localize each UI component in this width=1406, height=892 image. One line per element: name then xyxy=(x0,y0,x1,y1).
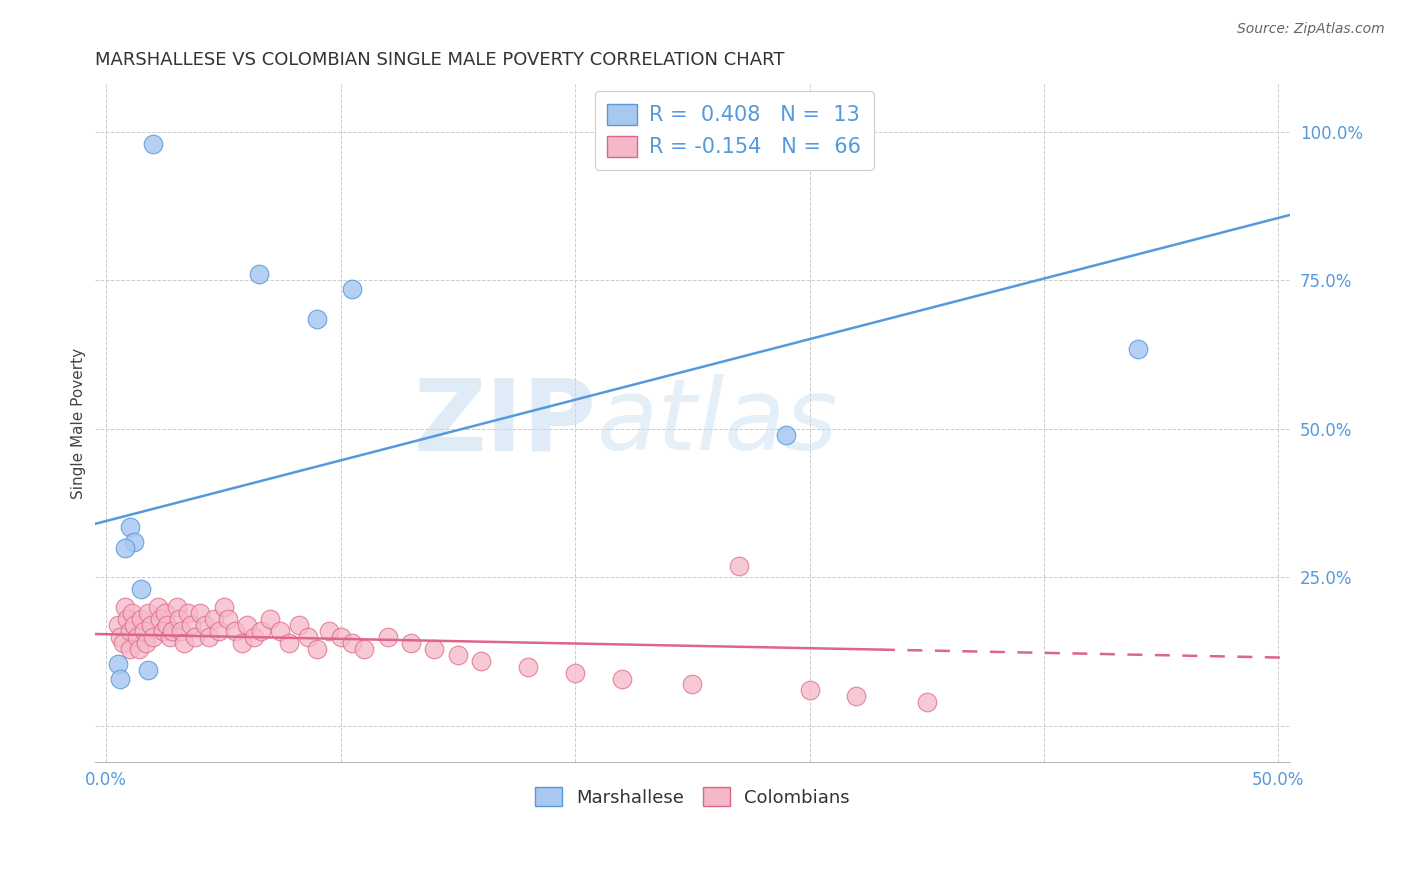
Point xyxy=(377,630,399,644)
Point xyxy=(110,672,132,686)
Point xyxy=(146,600,169,615)
Point xyxy=(564,665,586,680)
Legend: Marshallese, Colombians: Marshallese, Colombians xyxy=(527,780,856,814)
Point xyxy=(110,630,132,644)
Point xyxy=(132,624,155,638)
Point xyxy=(318,624,340,638)
Point xyxy=(610,672,633,686)
Point xyxy=(117,612,139,626)
Point xyxy=(278,636,301,650)
Point xyxy=(177,606,200,620)
Point xyxy=(167,612,190,626)
Point xyxy=(236,618,259,632)
Point xyxy=(775,427,797,442)
Point xyxy=(124,618,146,632)
Point xyxy=(156,618,179,632)
Point xyxy=(170,624,193,638)
Point xyxy=(107,657,129,671)
Point xyxy=(297,630,319,644)
Point xyxy=(152,624,174,638)
Point xyxy=(845,690,868,704)
Point xyxy=(231,636,253,650)
Point xyxy=(160,624,183,638)
Point xyxy=(118,624,141,638)
Point xyxy=(118,520,141,534)
Point xyxy=(307,641,329,656)
Text: MARSHALLESE VS COLOMBIAN SINGLE MALE POVERTY CORRELATION CHART: MARSHALLESE VS COLOMBIAN SINGLE MALE POV… xyxy=(94,51,785,69)
Point xyxy=(125,630,148,644)
Point xyxy=(149,612,172,626)
Point xyxy=(180,618,202,632)
Point xyxy=(111,636,134,650)
Point xyxy=(250,624,273,638)
Point xyxy=(470,654,492,668)
Point xyxy=(1126,342,1149,356)
Point xyxy=(188,606,211,620)
Point xyxy=(728,558,751,573)
Point xyxy=(118,641,141,656)
Point xyxy=(243,630,266,644)
Point xyxy=(247,268,270,282)
Point xyxy=(399,636,422,650)
Point xyxy=(212,600,235,615)
Point xyxy=(915,695,938,709)
Point xyxy=(173,636,195,650)
Y-axis label: Single Male Poverty: Single Male Poverty xyxy=(72,347,86,499)
Point xyxy=(131,582,153,597)
Point xyxy=(135,636,157,650)
Point xyxy=(681,677,703,691)
Point xyxy=(287,618,309,632)
Point xyxy=(131,612,153,626)
Point xyxy=(198,630,221,644)
Point xyxy=(342,636,364,650)
Point xyxy=(107,618,129,632)
Point xyxy=(124,534,146,549)
Point xyxy=(139,618,162,632)
Point xyxy=(269,624,291,638)
Point xyxy=(138,606,160,620)
Point xyxy=(224,624,246,638)
Point xyxy=(166,600,188,615)
Text: ZIP: ZIP xyxy=(413,375,596,472)
Point xyxy=(353,641,375,656)
Text: atlas: atlas xyxy=(596,375,838,472)
Text: Source: ZipAtlas.com: Source: ZipAtlas.com xyxy=(1237,22,1385,37)
Point xyxy=(138,663,160,677)
Point xyxy=(447,648,470,662)
Point xyxy=(114,541,136,555)
Point xyxy=(208,624,231,638)
Point xyxy=(329,630,352,644)
Point xyxy=(517,659,540,673)
Point xyxy=(423,641,446,656)
Point xyxy=(184,630,207,644)
Point xyxy=(142,630,165,644)
Point xyxy=(159,630,181,644)
Point xyxy=(121,606,143,620)
Point xyxy=(307,312,329,326)
Point xyxy=(194,618,217,632)
Point xyxy=(217,612,239,626)
Point xyxy=(128,641,150,656)
Point xyxy=(799,683,821,698)
Point xyxy=(153,606,176,620)
Point xyxy=(202,612,225,626)
Point xyxy=(259,612,281,626)
Point xyxy=(142,136,165,151)
Point xyxy=(114,600,136,615)
Point xyxy=(342,282,364,296)
